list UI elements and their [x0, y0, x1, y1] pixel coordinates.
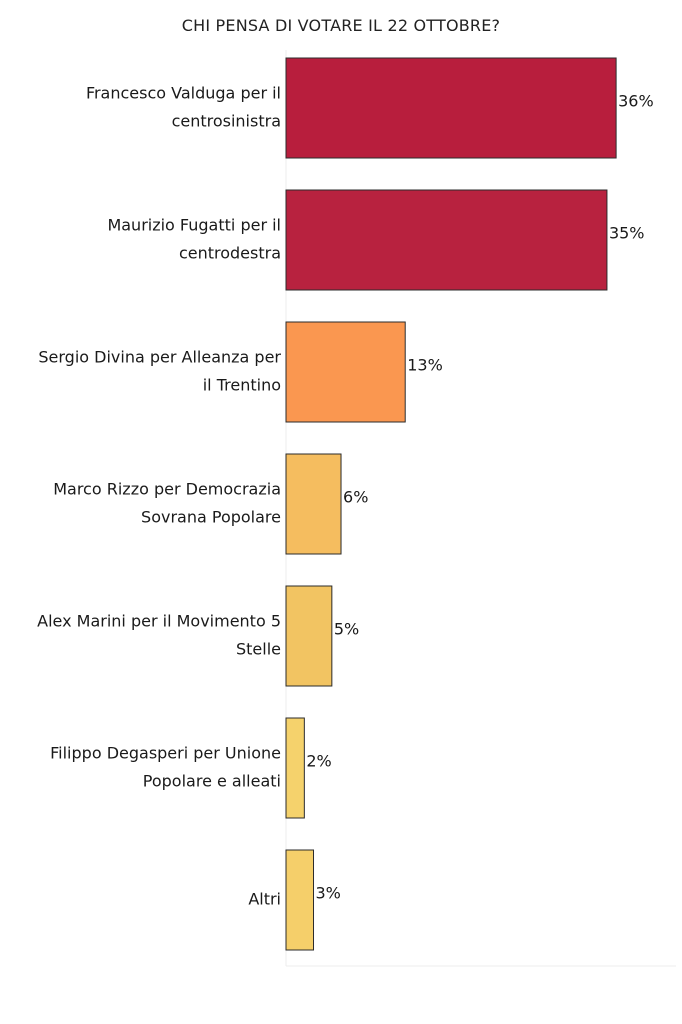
bar-6 [285, 849, 315, 951]
category-label-line: Stelle [236, 640, 281, 659]
category-label-line: Maurizio Fugatti per il [107, 216, 281, 235]
category-label-6: Altri [248, 890, 281, 909]
value-label-0: 36% [618, 92, 654, 111]
value-label-5: 2% [306, 752, 331, 771]
category-label-line: Sergio Divina per Alleanza per [38, 348, 281, 367]
category-label-line: centrodestra [179, 244, 281, 263]
value-label-1: 35% [609, 224, 645, 243]
category-label-0: Francesco Valduga per il centrosinistra [86, 84, 281, 131]
category-label-line: Alex Marini per il Movimento 5 [37, 612, 281, 631]
category-labels-group: Francesco Valduga per il centrosinistra Ma… [37, 84, 281, 909]
chart-gridlines [285, 50, 676, 967]
category-label-line: centrosinistra [172, 112, 281, 131]
category-label-1: Maurizio Fugatti per il centrodestra [107, 216, 281, 263]
value-label-6: 3% [316, 884, 341, 903]
value-label-2: 13% [407, 356, 443, 375]
bar-3 [285, 453, 342, 555]
category-label-line: Filippo Degasperi per Unione [50, 744, 281, 763]
bar-1 [285, 189, 608, 291]
category-label-line: Marco Rizzo per Democrazia [53, 480, 281, 499]
category-label-2: Sergio Divina per Alleanza per il Trentin… [38, 348, 281, 395]
value-label-4: 5% [334, 620, 359, 639]
chart-title: CHI PENSA DI VOTARE IL 22 OTTOBRE? [181, 16, 501, 35]
category-label-4: Alex Marini per il Movimento 5 Stelle [37, 612, 281, 659]
bar-0 [285, 57, 617, 159]
category-label-5: Filippo Degasperi per Unione Popolare e a… [50, 744, 281, 791]
bar-2 [285, 321, 406, 423]
category-label-line: Popolare e alleati [143, 772, 281, 791]
category-label-line: Sovrana Popolare [141, 508, 281, 527]
bar-5 [285, 717, 305, 819]
bar-4 [285, 585, 333, 687]
category-label-line: Francesco Valduga per il [86, 84, 281, 103]
category-label-3: Marco Rizzo per Democrazia Sovrana Popola… [53, 480, 281, 527]
value-labels-group: 36% 35% 13% 6% 5% 2% 3% [306, 92, 653, 903]
category-label-line: il Trentino [203, 376, 281, 395]
category-label-line: Altri [248, 890, 281, 909]
bars-group [285, 57, 617, 951]
value-label-3: 6% [343, 488, 368, 507]
